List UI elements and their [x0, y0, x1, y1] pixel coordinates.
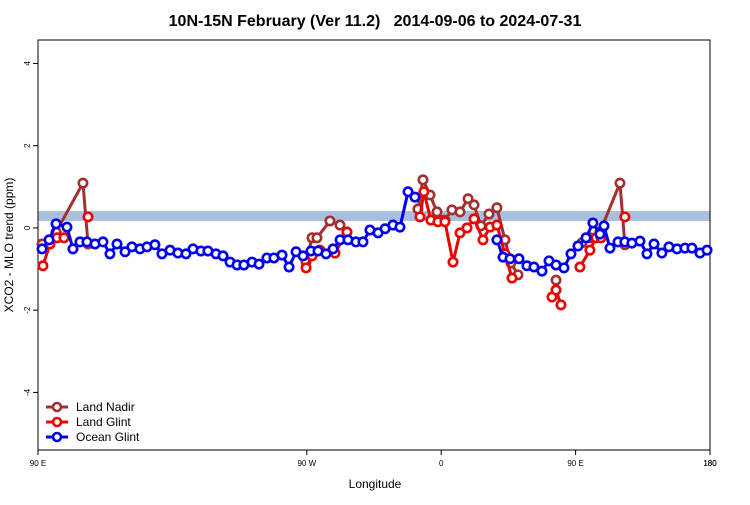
legend-label: Land Nadir	[76, 400, 135, 414]
x-tick-label: 90 E	[567, 459, 583, 468]
data-point	[447, 256, 459, 268]
x-tick-label: 180	[703, 459, 717, 468]
data-point	[584, 244, 596, 256]
data-point	[82, 211, 94, 223]
data-point	[149, 239, 161, 251]
data-point	[528, 261, 540, 273]
data-point	[43, 234, 55, 246]
data-point	[565, 248, 577, 260]
data-point	[536, 265, 548, 277]
y-tick-label: 4	[23, 61, 32, 66]
legend-marker	[51, 416, 63, 428]
data-point	[61, 221, 73, 233]
data-point	[276, 249, 288, 261]
y-tick-label: -4	[23, 388, 32, 396]
data-point	[648, 238, 660, 250]
data-point	[477, 234, 489, 246]
legend-marker	[51, 401, 63, 413]
reference-band	[38, 211, 710, 221]
x-axis-label: Longitude	[349, 477, 402, 491]
data-point	[550, 284, 562, 296]
data-point	[462, 193, 474, 205]
data-point	[77, 177, 89, 189]
data-point	[402, 186, 414, 198]
data-point	[513, 253, 525, 265]
data-point	[454, 227, 466, 239]
data-point	[300, 262, 312, 274]
data-point	[504, 253, 516, 265]
data-point	[686, 242, 698, 254]
data-point	[180, 248, 192, 260]
data-point	[598, 220, 610, 232]
legend-marker	[51, 431, 63, 443]
data-point	[311, 232, 323, 244]
y-tick-label: 0	[23, 225, 32, 230]
data-point	[656, 247, 668, 259]
y-axis-label: XCO2 - MLO trend (ppm)	[2, 178, 16, 313]
x-tick-label: 0	[439, 459, 444, 468]
data-point	[558, 262, 570, 274]
data-point	[491, 234, 503, 246]
x-tick-label: 90 W	[297, 459, 316, 468]
x-tick-label: 180	[703, 459, 717, 468]
data-point	[111, 238, 123, 250]
legend-label: Ocean Glint	[76, 430, 140, 444]
data-point	[550, 274, 562, 286]
data-point	[483, 208, 495, 220]
data-point	[414, 211, 426, 223]
data-point	[37, 260, 49, 272]
data-point	[641, 248, 653, 260]
data-point	[555, 299, 567, 311]
data-point	[104, 248, 116, 260]
data-point	[119, 246, 131, 258]
data-point	[506, 272, 518, 284]
data-point	[587, 217, 599, 229]
data-point	[97, 236, 109, 248]
data-point	[327, 243, 339, 255]
data-point	[491, 202, 503, 214]
x-tick-label: 90 E	[30, 459, 46, 468]
data-point	[619, 211, 631, 223]
legend-label: Land Glint	[76, 415, 131, 429]
data-point	[297, 250, 309, 262]
data-point	[58, 232, 70, 244]
data-point	[283, 261, 295, 273]
data-point	[357, 236, 369, 248]
data-point	[217, 250, 229, 262]
data-point	[67, 243, 79, 255]
data-point	[491, 219, 503, 231]
y-tick-label: 2	[23, 143, 32, 148]
data-point	[614, 177, 626, 189]
data-point	[324, 215, 336, 227]
data-point	[461, 222, 473, 234]
data-point	[580, 232, 592, 244]
data-point	[394, 221, 406, 233]
data-point	[574, 261, 586, 273]
data-point	[409, 191, 421, 203]
data-point	[454, 206, 466, 218]
data-point	[431, 206, 443, 218]
data-point	[701, 244, 713, 256]
chart-title: 10N-15N February (Ver 11.2) 2014-09-06 t…	[169, 13, 582, 30]
data-point	[468, 199, 480, 211]
y-tick-label: -2	[23, 306, 32, 314]
data-point	[320, 248, 332, 260]
data-point	[604, 242, 616, 254]
data-point	[50, 218, 62, 230]
data-point	[334, 219, 346, 231]
data-point	[253, 258, 265, 270]
data-point	[468, 213, 480, 225]
data-point	[634, 235, 646, 247]
data-point	[418, 186, 430, 198]
data-point	[439, 216, 451, 228]
data-point	[417, 174, 429, 186]
data-point	[594, 228, 606, 240]
data-point	[572, 240, 584, 252]
data-point	[36, 243, 48, 255]
